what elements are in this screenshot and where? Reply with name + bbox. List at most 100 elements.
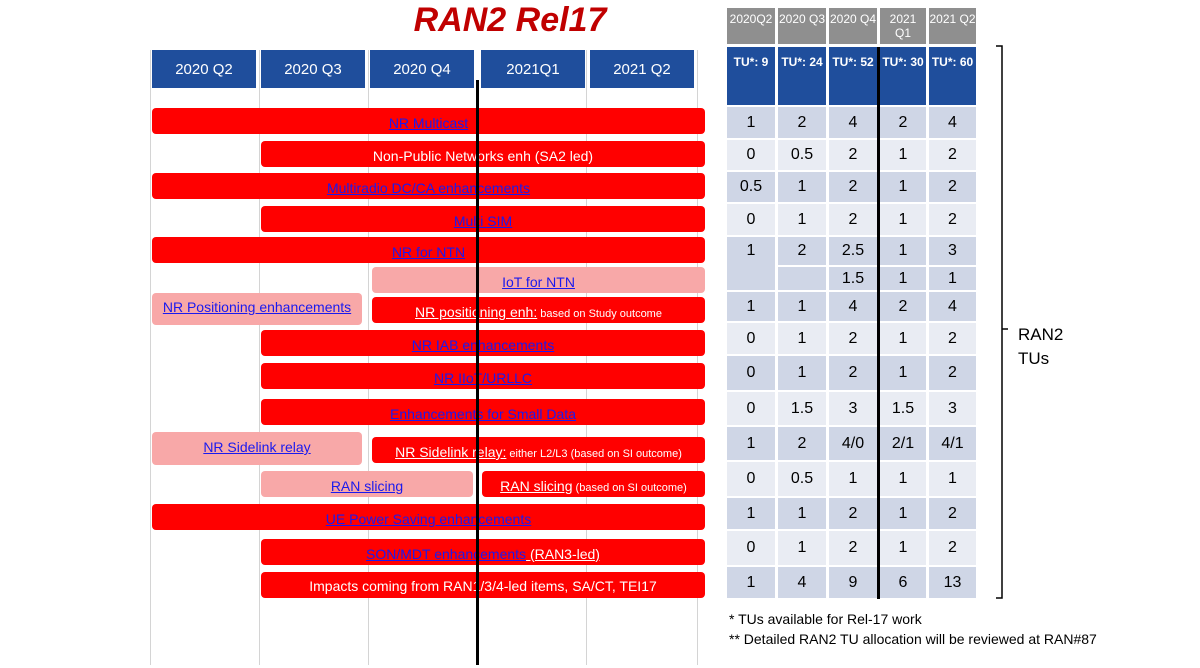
- tu-cell: 1.5: [778, 392, 826, 425]
- work-item-link[interactable]: NR Sidelink relay: [203, 439, 311, 455]
- quarter-header: 2021Q1: [481, 50, 585, 88]
- tu-cell: [778, 267, 826, 290]
- work-item-bar: Impacts coming from RAN1/3/4-led items, …: [261, 572, 705, 598]
- tu-cell: 3: [829, 392, 877, 425]
- tu-cell: 1: [880, 498, 926, 529]
- study-item-bar: NR Positioning enhancements: [152, 293, 362, 325]
- tu-cell: 2: [929, 531, 976, 565]
- work-item-bar: NR for NTN: [152, 237, 705, 263]
- tu-cell: 1: [727, 567, 775, 598]
- tu-cell: 2: [929, 140, 976, 170]
- tu-cell: 0: [727, 204, 775, 235]
- tu-cell: 6: [880, 567, 926, 598]
- side-label: RAN2 TUs: [1018, 323, 1063, 371]
- current-time-marker: [476, 80, 479, 665]
- tu-cell: 1.5: [829, 267, 877, 290]
- tu-cell: 0.5: [778, 462, 826, 496]
- tu-cell: 4: [929, 107, 976, 138]
- tu-cell: 0: [727, 356, 775, 390]
- work-item-bar: NR IIoT/URLLC: [261, 363, 705, 389]
- tu-cell: 2: [929, 498, 976, 529]
- tu-cell: 1: [778, 356, 826, 390]
- work-item-bar: Enhancements for Small Data: [261, 399, 705, 425]
- timeline-gridline: [150, 50, 151, 665]
- tu-cell: 4: [929, 292, 976, 321]
- tu-cell: 2: [829, 323, 877, 354]
- tu-cell: 3: [929, 237, 976, 265]
- tu-cell: 13: [929, 567, 976, 598]
- tu-cell: 1: [880, 462, 926, 496]
- tu-cell: 1: [778, 531, 826, 565]
- tu-cell: 0: [727, 392, 775, 425]
- work-item-bar: NR Multicast: [152, 108, 705, 134]
- study-item-bar: RAN slicing: [261, 471, 473, 497]
- work-item-bar: Multi SIM: [261, 206, 705, 232]
- work-item-link[interactable]: UE Power Saving enhancements: [325, 511, 532, 527]
- tu-quarter-header: 2021 Q1: [880, 8, 926, 44]
- tu-quarter-header: 2020 Q4: [829, 8, 877, 44]
- tu-cell: 0: [727, 323, 775, 354]
- work-item-link[interactable]: SON/MDT enhancements: [366, 546, 527, 562]
- work-item-bar: SON/MDT enhancements (RAN3-led): [261, 539, 705, 565]
- tu-cell: 1: [727, 498, 775, 529]
- work-item-link[interactable]: NR Positioning enhancements: [162, 299, 352, 315]
- work-item-link[interactable]: RAN slicing: [500, 478, 573, 494]
- tu-cell: 1: [727, 427, 775, 460]
- work-item-link[interactable]: (RAN3-led): [526, 546, 600, 562]
- tu-cell: 1.5: [880, 392, 926, 425]
- tu-cell: 1: [829, 462, 877, 496]
- work-item-bar: NR Sidelink relay: either L2/L3 (based o…: [372, 437, 705, 463]
- tu-cell: 2: [829, 204, 877, 235]
- tu-cell: 1: [727, 292, 775, 321]
- tu-total-header: TU*: 9: [727, 47, 775, 105]
- tu-quarter-header: 2021 Q2: [929, 8, 976, 44]
- work-item-bar: Non-Public Networks enh (SA2 led): [261, 141, 705, 167]
- work-item-link[interactable]: NR Sidelink relay:: [395, 444, 507, 460]
- tu-cell: 9: [829, 567, 877, 598]
- tu-cell: 1: [778, 204, 826, 235]
- tu-cell: 1: [778, 172, 826, 202]
- tu-cell: 1: [880, 531, 926, 565]
- page-title: RAN2 Rel17: [413, 1, 607, 39]
- work-item-link[interactable]: NR IAB enhancements: [411, 337, 555, 353]
- work-item-link[interactable]: Multi SIM: [453, 213, 513, 229]
- tu-cell: 4: [829, 107, 877, 138]
- tu-cell: 2: [929, 172, 976, 202]
- tu-quarter-header: 2020Q2: [727, 8, 775, 44]
- work-item-link[interactable]: IoT for NTN: [502, 274, 575, 290]
- tu-cell: 2: [880, 292, 926, 321]
- study-item-bar: IoT for NTN: [372, 267, 705, 293]
- tu-cell: 2: [829, 498, 877, 529]
- tu-cell: 1: [880, 140, 926, 170]
- tu-cell: 1: [880, 356, 926, 390]
- tu-table-divider: [877, 47, 880, 599]
- work-item-link[interactable]: NR Multicast: [388, 115, 469, 131]
- tu-cell: 1: [929, 267, 976, 290]
- tu-cell: 1: [778, 498, 826, 529]
- side-label-line: TUs: [1018, 349, 1050, 368]
- study-item-bar: NR Sidelink relay: [152, 432, 362, 465]
- work-item-link[interactable]: NR for NTN: [391, 244, 466, 260]
- work-item-note: either L2/L3 (based on SI outcome): [506, 448, 682, 460]
- timeline-gridline: [697, 50, 698, 665]
- work-item-link[interactable]: Multiradio DC/CA enhancements: [326, 180, 531, 196]
- work-item-bar: NR positioning enh: based on Study outco…: [372, 297, 705, 323]
- work-item-label: Impacts coming from RAN1/3/4-led items, …: [309, 578, 657, 594]
- work-item-label: Non-Public Networks enh (SA2 led): [372, 148, 594, 164]
- bracket-icon: [996, 45, 1008, 599]
- work-item-link[interactable]: Enhancements for Small Data: [390, 406, 576, 422]
- tu-cell: 2: [778, 427, 826, 460]
- work-item-bar: Multiradio DC/CA enhancements: [152, 173, 705, 199]
- tu-total-header: TU*: 52: [829, 47, 877, 105]
- work-item-link[interactable]: NR IIoT/URLLC: [433, 370, 533, 386]
- timeline-gridline: [259, 50, 260, 665]
- work-item-bar: RAN slicing (based on SI outcome): [482, 471, 705, 497]
- tu-cell: 2: [778, 237, 826, 265]
- tu-cell: 2: [829, 140, 877, 170]
- tu-cell: 2.5: [829, 237, 877, 265]
- tu-cell: 1: [880, 323, 926, 354]
- tu-cell: [727, 267, 775, 290]
- work-item-link[interactable]: RAN slicing: [330, 478, 404, 494]
- work-item-note: (based on SI outcome): [572, 482, 687, 494]
- tu-quarter-header: 2020 Q3: [778, 8, 826, 44]
